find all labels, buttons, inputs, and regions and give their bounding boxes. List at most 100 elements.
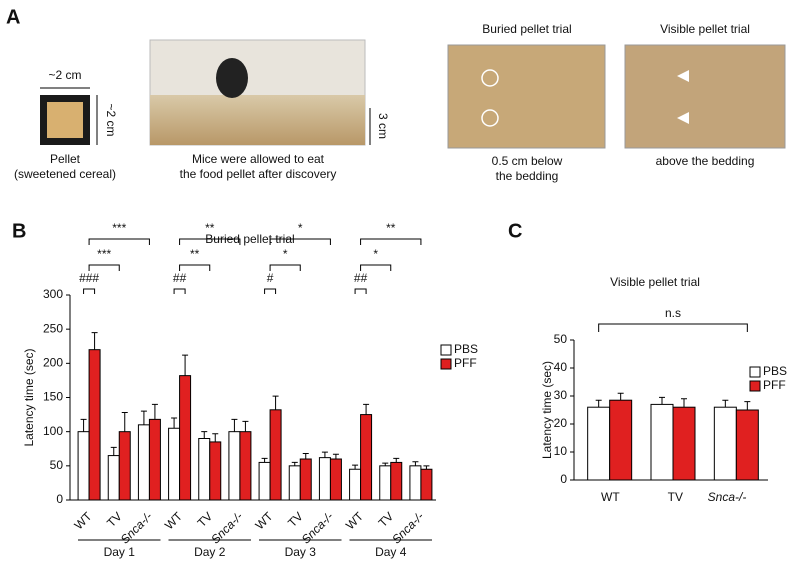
- legend-swatch: [440, 344, 452, 356]
- y-tick-label: 10: [554, 444, 568, 458]
- x-tick-label: TV: [668, 490, 683, 504]
- error-bar: [722, 399, 729, 408]
- y-tick-label: 30: [554, 388, 568, 402]
- error-bar: [681, 398, 687, 408]
- bracket: [173, 288, 186, 294]
- bracket: [354, 288, 367, 294]
- bar: [379, 465, 392, 501]
- significance: ***: [97, 247, 111, 261]
- error-bar: [332, 453, 339, 459]
- marker: [677, 70, 689, 82]
- legend-swatch: [749, 366, 761, 378]
- group-label: Day 3: [285, 545, 317, 559]
- annotation: n.s: [665, 306, 681, 320]
- y-tick-label: 40: [554, 360, 568, 374]
- caption: above the bedding: [656, 154, 755, 168]
- significance: **: [205, 221, 215, 235]
- legend-swatch: [440, 358, 452, 370]
- bracket: [264, 288, 277, 294]
- panel-label: B: [12, 220, 26, 242]
- bracket: [179, 238, 241, 245]
- error-bar: [423, 465, 430, 470]
- bar: [349, 468, 362, 501]
- error-bar: [617, 392, 624, 401]
- bar: [88, 349, 101, 501]
- y-tick-label: 50: [50, 458, 64, 472]
- significance: **: [190, 247, 200, 261]
- chart-title: Buried pellet trial: [205, 232, 294, 246]
- y-tick-label: 50: [554, 332, 568, 346]
- marker: [481, 109, 499, 127]
- visible-photo: [624, 44, 786, 149]
- dimension: ~2 cm: [48, 68, 81, 82]
- error-bar: [151, 403, 158, 420]
- x-tick-label: Snca-/-: [389, 509, 426, 546]
- bracket: [88, 264, 120, 271]
- significance: ###: [79, 271, 99, 285]
- group-label: Day 2: [194, 545, 226, 559]
- y-tick-label: 0: [560, 472, 567, 486]
- legend-label: PFF: [454, 356, 477, 370]
- bar: [650, 403, 674, 481]
- panel-label: C: [508, 220, 522, 242]
- error-bar: [382, 462, 389, 466]
- error-bar: [91, 332, 98, 350]
- bedding: [150, 95, 365, 145]
- bracket: [269, 238, 331, 245]
- significance: ***: [112, 221, 126, 235]
- x-tick-label: TV: [195, 509, 216, 530]
- bar: [360, 414, 373, 501]
- error-bar: [80, 418, 87, 432]
- error-bar: [412, 461, 419, 466]
- error-bar: [302, 453, 309, 459]
- bar: [672, 406, 696, 481]
- error-bar: [363, 403, 370, 415]
- bar: [318, 457, 331, 501]
- bar: [735, 409, 759, 481]
- bracket: [360, 264, 392, 271]
- bracket: [88, 238, 150, 245]
- x-tick-label: Snca-/-: [208, 509, 245, 546]
- bar: [409, 465, 422, 501]
- error-bar: [744, 401, 751, 410]
- bar: [209, 441, 222, 501]
- error-bar: [212, 433, 219, 442]
- x-tick-label: WT: [601, 490, 620, 504]
- x-tick-label: WT: [72, 509, 96, 533]
- bracket: [269, 264, 301, 271]
- pellet: [47, 102, 83, 138]
- group-label: Day 1: [104, 545, 136, 559]
- bracket: [83, 288, 96, 294]
- bracket: [360, 238, 422, 245]
- x-tick-label: WT: [253, 509, 277, 533]
- error-bar: [393, 457, 400, 463]
- panel-label: A: [6, 6, 20, 28]
- significance: ##: [173, 271, 187, 285]
- bracket: [598, 323, 748, 332]
- error-bar: [659, 396, 665, 405]
- bar: [228, 431, 241, 501]
- mouse: [216, 58, 248, 98]
- legend-label: PBS: [454, 342, 478, 356]
- error-bar: [182, 354, 189, 376]
- bar: [137, 424, 150, 501]
- y-tick-label: 0: [56, 492, 63, 506]
- legend-swatch: [749, 380, 761, 392]
- photo-title: Visible pellet trial: [660, 22, 750, 36]
- bar: [148, 418, 161, 501]
- caption: Pellet: [50, 152, 81, 166]
- photo-title: Buried pellet trial: [482, 22, 571, 36]
- x-tick-label: TV: [285, 509, 306, 530]
- bar: [77, 431, 90, 501]
- error-bar: [231, 418, 238, 432]
- caption: the bedding: [496, 169, 559, 183]
- bar: [269, 409, 282, 501]
- bracket: [179, 264, 211, 271]
- y-tick-label: 100: [43, 424, 63, 438]
- error-bar: [261, 457, 268, 463]
- error-bar: [291, 461, 298, 466]
- significance: *: [298, 221, 303, 235]
- x-tick-label: Snca-/-: [118, 509, 155, 546]
- buried-photo: [447, 44, 606, 149]
